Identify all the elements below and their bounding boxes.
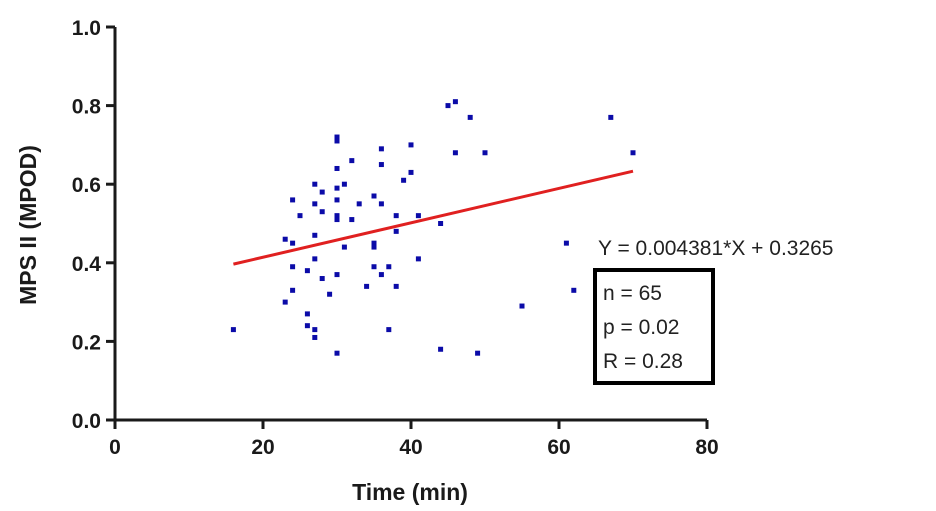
data-point — [378, 162, 384, 168]
data-point — [452, 99, 458, 105]
data-point — [408, 169, 414, 175]
data-point — [393, 283, 399, 289]
data-point — [386, 327, 392, 333]
regression-line-group — [233, 169, 634, 266]
data-point — [341, 181, 347, 187]
data-point — [386, 264, 392, 270]
data-point — [401, 177, 407, 183]
data-point — [452, 150, 458, 156]
data-point — [364, 283, 370, 289]
data-point — [334, 134, 340, 140]
data-point — [334, 185, 340, 191]
x-tick-label: 20 — [251, 436, 274, 459]
data-point — [334, 272, 340, 278]
x-tick-label: 60 — [547, 436, 570, 459]
data-point — [371, 244, 377, 250]
data-point — [608, 114, 614, 120]
data-point — [312, 181, 318, 187]
tick-marks: 0 20 40 60 80 0.0 0.2 0.4 0.6 0.8 1.0 — [72, 17, 719, 459]
y-tick-label: 0.2 — [72, 331, 101, 354]
x-axis-title: Time (min) — [352, 479, 468, 505]
y-tick-label: 0.0 — [72, 410, 101, 433]
y-tick-label: 1.0 — [72, 17, 101, 40]
data-point — [334, 138, 340, 144]
data-point — [378, 146, 384, 152]
data-point — [290, 240, 296, 246]
data-point — [563, 240, 569, 246]
data-point — [378, 272, 384, 278]
data-point — [334, 350, 340, 356]
data-point — [519, 303, 525, 309]
data-point — [319, 209, 325, 215]
data-point — [571, 287, 577, 293]
data-point — [445, 103, 451, 109]
data-point — [393, 228, 399, 234]
stat-p: p = 0.02 — [603, 316, 679, 339]
data-point — [312, 256, 318, 262]
data-point — [312, 232, 318, 238]
data-point — [393, 213, 399, 219]
data-point — [415, 213, 421, 219]
data-point — [334, 197, 340, 203]
data-point — [349, 217, 355, 223]
data-point — [482, 150, 488, 156]
data-point — [282, 236, 288, 242]
data-point — [475, 350, 481, 356]
data-point — [371, 240, 377, 246]
x-tick-label: 80 — [695, 436, 718, 459]
data-point — [371, 193, 377, 199]
data-point — [334, 213, 340, 219]
data-point — [356, 201, 362, 207]
data-point — [341, 244, 347, 250]
data-point — [467, 114, 473, 120]
data-point — [290, 287, 296, 293]
data-point — [415, 256, 421, 262]
data-point — [408, 142, 414, 148]
data-point — [230, 327, 236, 333]
data-point — [334, 165, 340, 171]
data-point — [630, 150, 636, 156]
regression-equation: Y = 0.004381*X + 0.3265 — [598, 237, 834, 260]
y-tick-label: 0.6 — [72, 174, 101, 197]
data-points — [230, 99, 636, 356]
stat-n: n = 65 — [603, 282, 662, 305]
data-point — [297, 213, 303, 219]
data-point — [334, 217, 340, 223]
data-point — [304, 311, 310, 317]
data-point — [290, 264, 296, 270]
data-point — [312, 327, 318, 333]
data-point — [378, 201, 384, 207]
data-point — [312, 334, 318, 340]
data-point — [349, 158, 355, 164]
data-point — [312, 201, 318, 207]
y-tick-label: 0.4 — [72, 253, 102, 276]
data-point — [371, 264, 377, 270]
x-tick-label: 0 — [109, 436, 121, 459]
stats-box — [593, 268, 715, 385]
y-tick-label: 0.8 — [72, 96, 102, 119]
data-point — [438, 221, 444, 226]
data-point — [319, 276, 325, 282]
stat-r: R = 0.28 — [603, 350, 683, 373]
data-point — [304, 323, 310, 329]
data-point — [319, 189, 325, 195]
data-point — [438, 346, 444, 352]
x-tick-label: 40 — [399, 436, 422, 459]
data-point — [304, 268, 310, 274]
y-axis-title: MPS II (MPOD) — [15, 145, 41, 305]
regression-line — [233, 169, 634, 266]
data-point — [290, 197, 296, 203]
data-point — [282, 299, 288, 305]
data-point — [327, 291, 333, 297]
